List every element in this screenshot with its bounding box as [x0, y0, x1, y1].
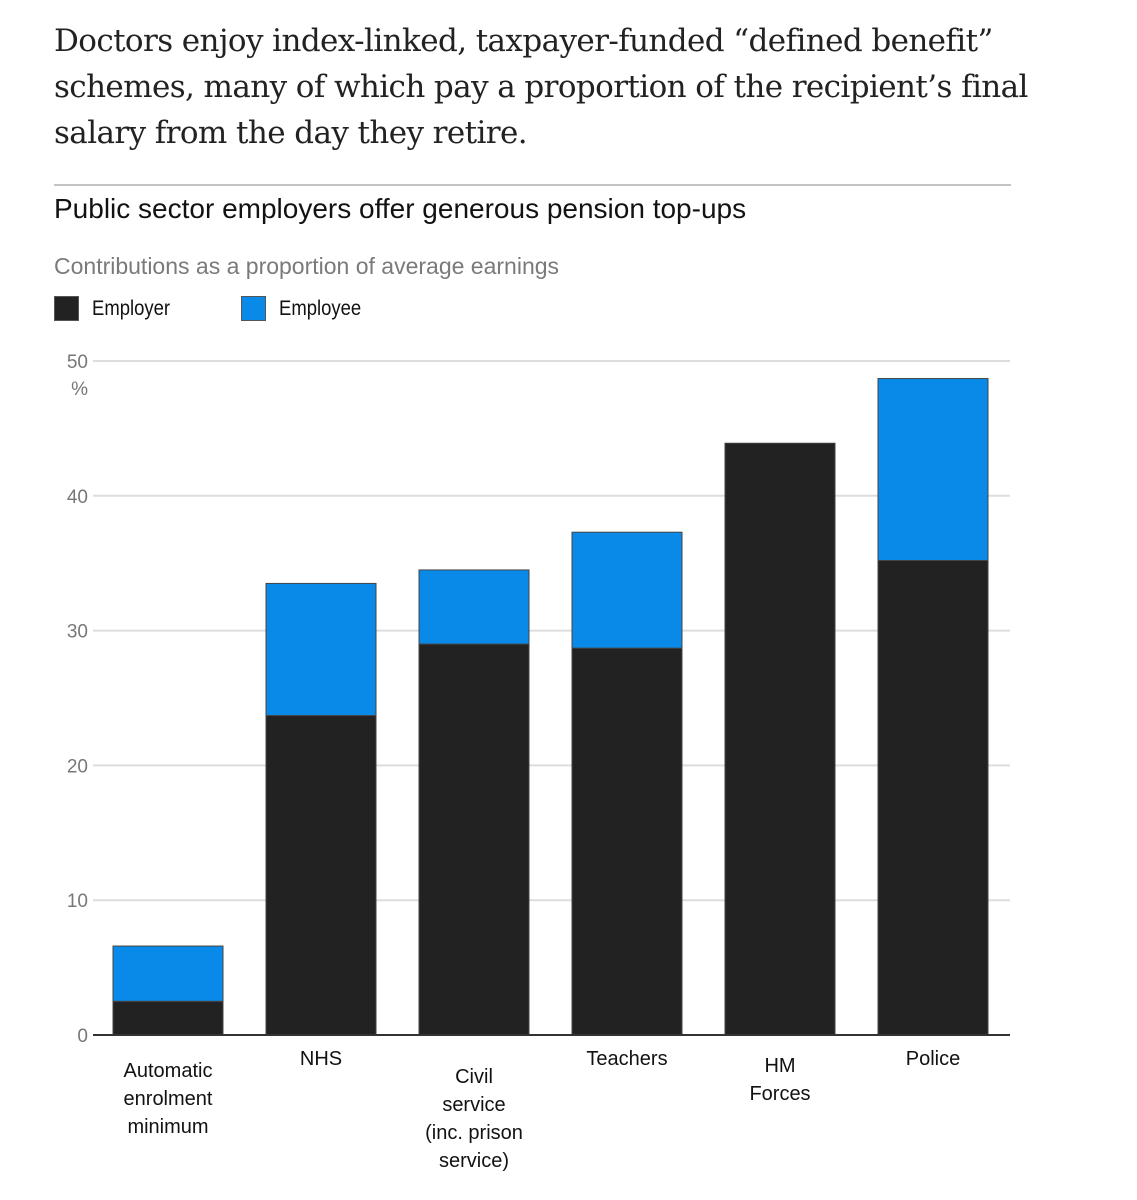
bar-employer-5: [877, 560, 989, 1036]
y-tick-label-20: 20: [67, 756, 88, 777]
x-label-line: NHS: [300, 1048, 342, 1070]
bar-chart: 0 10 20 30 40 50% Automatic enrolment minimum NH…: [67, 352, 1010, 1172]
x-label-2: Civil service (inc. prison service): [425, 1066, 523, 1172]
x-axis-labels: Automatic enrolment minimum NHS Civil service…: [124, 1048, 961, 1172]
bar-employer-4: [724, 442, 836, 1036]
x-label-line: minimum: [127, 1116, 208, 1138]
bar-employer-3: [571, 647, 683, 1036]
x-label-line: Forces: [749, 1083, 810, 1105]
bar-employee-1: [265, 582, 377, 717]
x-label-4: HM Forces: [749, 1055, 810, 1105]
legend-swatch-employer: [54, 296, 79, 321]
x-label-5: Police: [906, 1048, 960, 1070]
x-label-line: service): [439, 1150, 509, 1172]
x-label-line: HM: [764, 1055, 795, 1077]
chart-subtitle: Contributions as a proportion of average…: [54, 253, 560, 279]
x-label-line: service: [442, 1094, 505, 1116]
legend-item-employer: Employer: [54, 296, 181, 321]
bar-employee-0: [112, 945, 224, 1002]
x-label-1: NHS: [300, 1048, 342, 1070]
legend-label-employee: Employee: [278, 296, 361, 320]
x-label-line: Police: [906, 1048, 960, 1070]
y-tick-label-30: 30: [67, 622, 88, 643]
chart-legend: Employer Employee: [54, 296, 432, 321]
bar-employee-3: [571, 531, 683, 649]
bar-employer-1: [265, 715, 377, 1036]
y-axis-ticks: 0 10 20 30 40 50%: [67, 352, 88, 1047]
x-label-line: Teachers: [586, 1048, 667, 1070]
divider-rule: [54, 184, 1011, 186]
gridlines: [93, 360, 1010, 902]
y-tick-label-50: 50: [67, 352, 88, 373]
legend-swatch-employee: [240, 296, 266, 321]
y-axis-unit: %: [71, 379, 88, 400]
bar-employee-5: [877, 378, 989, 562]
y-tick-label-40: 40: [67, 487, 88, 508]
x-label-line: enrolment: [124, 1088, 213, 1110]
bars: [112, 378, 989, 1036]
x-label-line: Automatic: [124, 1060, 213, 1082]
chart-title: Public sector employers offer generous p…: [54, 193, 747, 224]
x-label-line: Civil: [455, 1066, 493, 1088]
y-tick-label-0: 0: [77, 1026, 88, 1047]
bar-employee-2: [418, 569, 530, 645]
x-label-0: Automatic enrolment minimum: [124, 1060, 213, 1138]
bar-employer-2: [418, 643, 530, 1036]
y-tick-label-10: 10: [67, 891, 88, 912]
x-label-line: (inc. prison: [425, 1122, 523, 1144]
x-label-3: Teachers: [586, 1048, 667, 1070]
intro-paragraph: Doctors enjoy index-linked, taxpayer-fun…: [54, 23, 1028, 151]
legend-label-employer: Employer: [92, 296, 171, 320]
bar-employer-0: [112, 1000, 224, 1036]
legend-item-employee: Employee: [240, 296, 372, 321]
